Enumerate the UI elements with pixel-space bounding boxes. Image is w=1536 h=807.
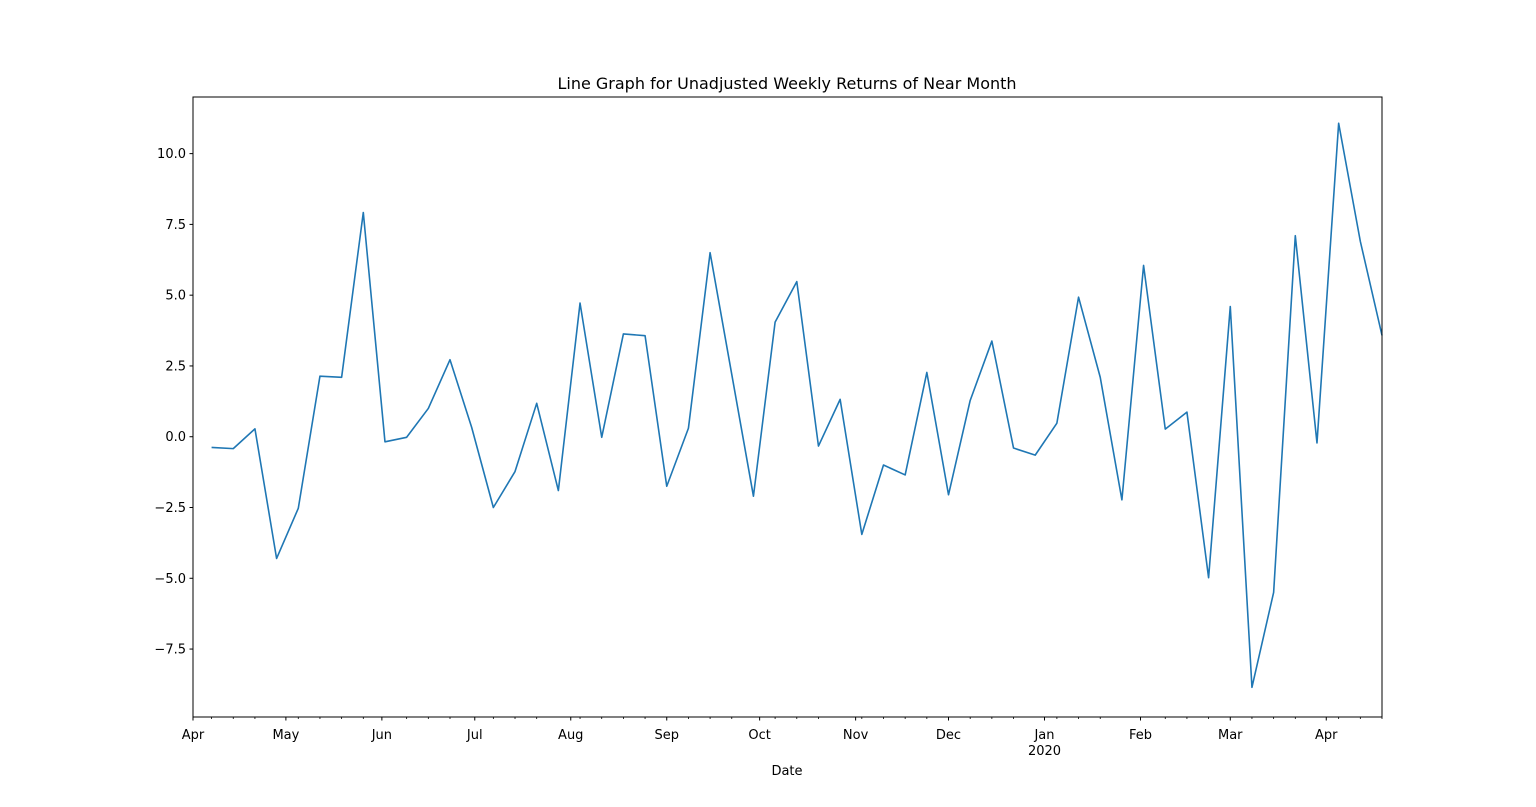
y-tick-label: −2.5: [154, 501, 186, 516]
x-tick-label: Feb: [1129, 728, 1152, 743]
y-tick-label: 2.5: [165, 359, 186, 374]
plot-frame: [192, 96, 1383, 718]
x-tick-label: Apr: [182, 728, 205, 743]
x-tick-label: Jun: [371, 728, 392, 743]
x-tick-label: Nov: [843, 728, 869, 743]
y-tick-label: 7.5: [165, 218, 186, 233]
y-tick-label: −7.5: [154, 643, 186, 658]
y-tick-label: 0.0: [165, 430, 186, 445]
y-axis: 10.0 7.5 5.0 2.5 0.0 −2.5 −5.0 −7.5: [154, 147, 193, 658]
x-tick-label: Oct: [748, 728, 770, 743]
chart-title: Line Graph for Unadjusted Weekly Returns…: [557, 74, 1016, 93]
y-tick-label: 5.0: [165, 289, 186, 304]
y-tick-label: −5.0: [154, 572, 186, 587]
x-tick-label: May: [272, 728, 299, 743]
x-tick-label: Mar: [1218, 728, 1243, 743]
x-tick-label: Aug: [558, 728, 583, 743]
x-tick-year-label: 2020: [1028, 744, 1061, 759]
x-tick-label: Dec: [936, 728, 961, 743]
series-line: [211, 122, 1383, 689]
x-axis-label: Date: [771, 764, 802, 779]
x-tick-label: Jan: [1033, 728, 1054, 743]
x-tick-label: Sep: [654, 728, 679, 743]
x-tick-label: Jul: [466, 728, 483, 743]
x-tick-label: Apr: [1315, 728, 1338, 743]
y-tick-label: 10.0: [157, 147, 186, 162]
